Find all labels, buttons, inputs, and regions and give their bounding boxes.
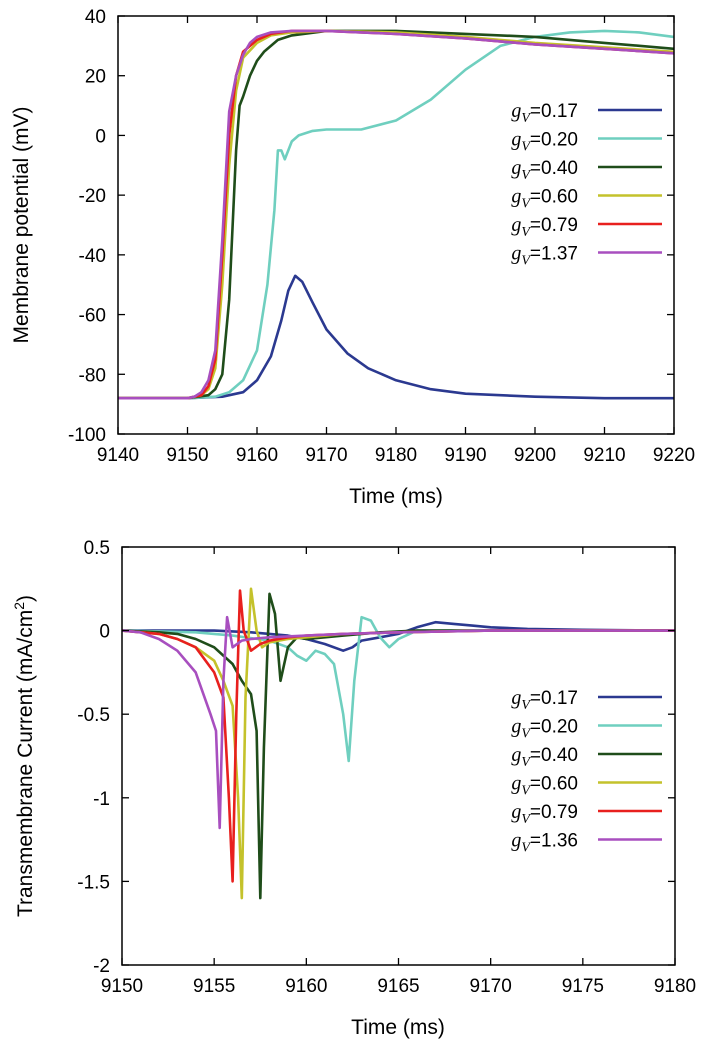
legend-label: gV=0.17 bbox=[511, 100, 578, 126]
x-tick-label: 9180 bbox=[375, 445, 417, 466]
y-tick-label: -100 bbox=[68, 425, 106, 446]
series-line-gv-0-79 bbox=[118, 29, 674, 400]
membrane-potential-chart: 9140 9150 9160 9170 9180 9190 9200 9210 9220 40 2… bbox=[10, 7, 695, 508]
legend-item: gV=0.17 bbox=[511, 687, 662, 713]
y-tick-label: -60 bbox=[79, 306, 106, 327]
plot-frame bbox=[117, 15, 675, 435]
y-tick-label: 0 bbox=[95, 126, 106, 147]
x-tick-label: 9140 bbox=[97, 445, 139, 466]
y-tick-label: 20 bbox=[85, 67, 106, 88]
legend-item: gV=0.79 bbox=[511, 214, 662, 240]
legend-label: gV=0.79 bbox=[511, 214, 578, 240]
x-tick-label: 9220 bbox=[653, 445, 695, 466]
series-line-gv-0-40 bbox=[118, 29, 674, 400]
y-tick-label: -0.5 bbox=[77, 705, 110, 726]
y-axis-label-sup: 2 bbox=[11, 602, 27, 610]
x-axis-label: Time (ms) bbox=[351, 1016, 445, 1039]
legend-item: gV=0.20 bbox=[511, 716, 662, 742]
y-tick-label: -1 bbox=[93, 789, 110, 810]
legend-item: gV=1.37 bbox=[511, 243, 662, 269]
series-line-gv-1-36 bbox=[122, 615, 675, 830]
legend-item: gV=0.40 bbox=[511, 744, 662, 770]
y-tick-label: -2 bbox=[93, 956, 110, 977]
x-tick-label: 9210 bbox=[583, 445, 625, 466]
y-tick-label: -40 bbox=[79, 246, 106, 267]
legend-item: gV=0.17 bbox=[511, 100, 662, 126]
x-tick-label: 9160 bbox=[285, 976, 327, 997]
legend-item: gV=0.60 bbox=[511, 773, 662, 799]
legend-label: gV=0.40 bbox=[511, 157, 578, 183]
legend-label: gV=0.20 bbox=[511, 716, 578, 742]
series-line-gv-0-20 bbox=[122, 615, 675, 763]
legend-item: gV=0.20 bbox=[511, 129, 662, 155]
y-tick-label: -20 bbox=[79, 186, 106, 207]
plot-frame bbox=[121, 546, 676, 966]
series-line-gv-0-17 bbox=[122, 620, 675, 653]
legend-label: gV=1.37 bbox=[511, 243, 578, 269]
legend-label: gV=0.17 bbox=[511, 687, 578, 713]
y-axis-label: Membrane potential (mV) bbox=[10, 107, 33, 344]
x-tick-label: 9150 bbox=[166, 445, 208, 466]
x-tick-label: 9165 bbox=[377, 976, 419, 997]
x-tick-label: 9190 bbox=[444, 445, 486, 466]
legend-item: gV=0.60 bbox=[511, 186, 662, 212]
x-tick-label: 9170 bbox=[305, 445, 347, 466]
x-tick-label: 9170 bbox=[470, 976, 512, 997]
x-tick-label: 9175 bbox=[562, 976, 604, 997]
y-tick-label: -1.5 bbox=[77, 872, 110, 893]
legend-item: gV=0.40 bbox=[511, 157, 662, 183]
y-tick-label: 0 bbox=[99, 622, 110, 643]
legend-label: gV=0.40 bbox=[511, 744, 578, 770]
y-axis-label-end: ) bbox=[14, 595, 37, 602]
legend-label: gV=0.60 bbox=[511, 773, 578, 799]
legend-label: gV=1.36 bbox=[511, 830, 578, 856]
y-axis-label: Transmembrane Current (mA/cm2) bbox=[11, 595, 37, 917]
legend-label: gV=0.20 bbox=[511, 129, 578, 155]
x-tick-label: 9160 bbox=[236, 445, 278, 466]
x-tick-label: 9200 bbox=[514, 445, 556, 466]
legend-label: gV=0.60 bbox=[511, 186, 578, 212]
y-tick-label: 0.5 bbox=[84, 538, 110, 559]
transmembrane-current-chart: 9150 9155 9160 9165 9170 9175 9180 0.5 0 -0.5 -1 -… bbox=[11, 538, 696, 1039]
x-tick-label: 9180 bbox=[654, 976, 696, 997]
y-axis-label-main: Transmembrane Current (mA/cm bbox=[14, 610, 37, 917]
series-line-gv-0-60 bbox=[118, 29, 674, 400]
legend-item: gV=0.79 bbox=[511, 801, 662, 827]
legend-label: gV=0.79 bbox=[511, 801, 578, 827]
y-tick-label: 40 bbox=[85, 7, 106, 28]
y-tick-label: -80 bbox=[79, 365, 106, 386]
series-line-gv-0-17 bbox=[118, 274, 674, 400]
x-tick-label: 9150 bbox=[101, 976, 143, 997]
legend-item: gV=1.36 bbox=[511, 830, 662, 856]
series-line-gv-1-37 bbox=[118, 29, 674, 400]
x-axis-label: Time (ms) bbox=[349, 485, 443, 508]
series-line-gv-0-20 bbox=[118, 29, 674, 400]
x-tick-label: 9155 bbox=[193, 976, 235, 997]
